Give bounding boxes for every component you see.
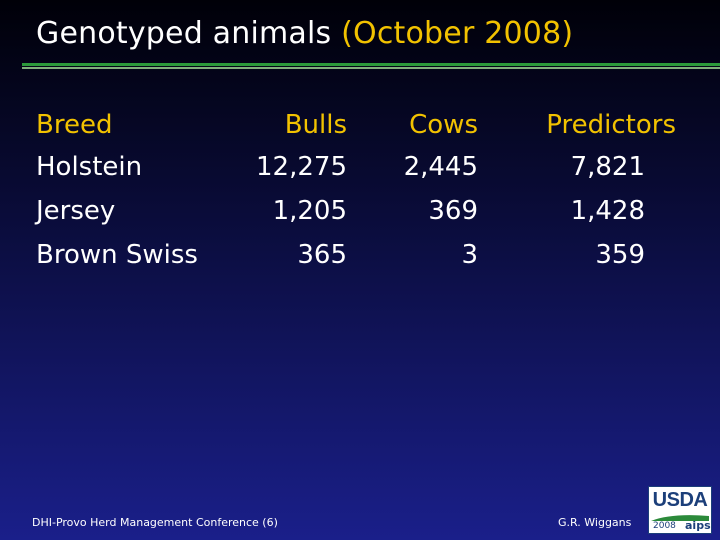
cell-predictors: 359 xyxy=(595,240,645,270)
footer-author: G.R. Wiggans xyxy=(558,516,632,529)
table-row: Brown Swiss 365 3 359 xyxy=(0,240,720,280)
cell-cows: 369 xyxy=(428,196,478,226)
cell-breed: Jersey xyxy=(36,196,116,226)
table-row: Holstein 12,275 2,445 7,821 xyxy=(0,152,720,192)
cell-cows: 3 xyxy=(461,240,478,270)
title-main: Genotyped animals xyxy=(36,16,332,51)
cell-breed: Holstein xyxy=(36,152,143,182)
cell-predictors: 1,428 xyxy=(570,196,645,226)
cell-bulls: 1,205 xyxy=(272,196,347,226)
header-breed: Breed xyxy=(36,110,113,140)
header-predictors: Predictors xyxy=(546,110,676,140)
table-row: Jersey 1,205 369 1,428 xyxy=(0,196,720,236)
usda-logo-text: USDA xyxy=(652,489,708,511)
logo-year: 2008 xyxy=(653,521,676,531)
cell-bulls: 365 xyxy=(297,240,347,270)
cell-bulls: 12,275 xyxy=(256,152,347,182)
footer-conference: DHI-Provo Herd Management Conference (6) xyxy=(32,516,278,529)
header-bulls: Bulls xyxy=(284,110,347,140)
cell-predictors: 7,821 xyxy=(570,152,645,182)
title-divider xyxy=(22,63,720,66)
aips-mark: aips xyxy=(685,519,711,532)
usda-logo: USDA 2008 aips xyxy=(648,486,712,534)
usda-hill-icon xyxy=(651,515,709,521)
header-cows: Cows xyxy=(409,110,478,140)
cell-breed: Brown Swiss xyxy=(36,240,198,270)
title-date: (October 2008) xyxy=(341,16,574,51)
title-divider-secondary xyxy=(22,67,720,69)
cell-cows: 2,445 xyxy=(403,152,478,182)
page-title: Genotyped animals (October 2008) xyxy=(36,16,573,51)
table-header-row: Breed Bulls Cows Predictors xyxy=(0,110,720,150)
